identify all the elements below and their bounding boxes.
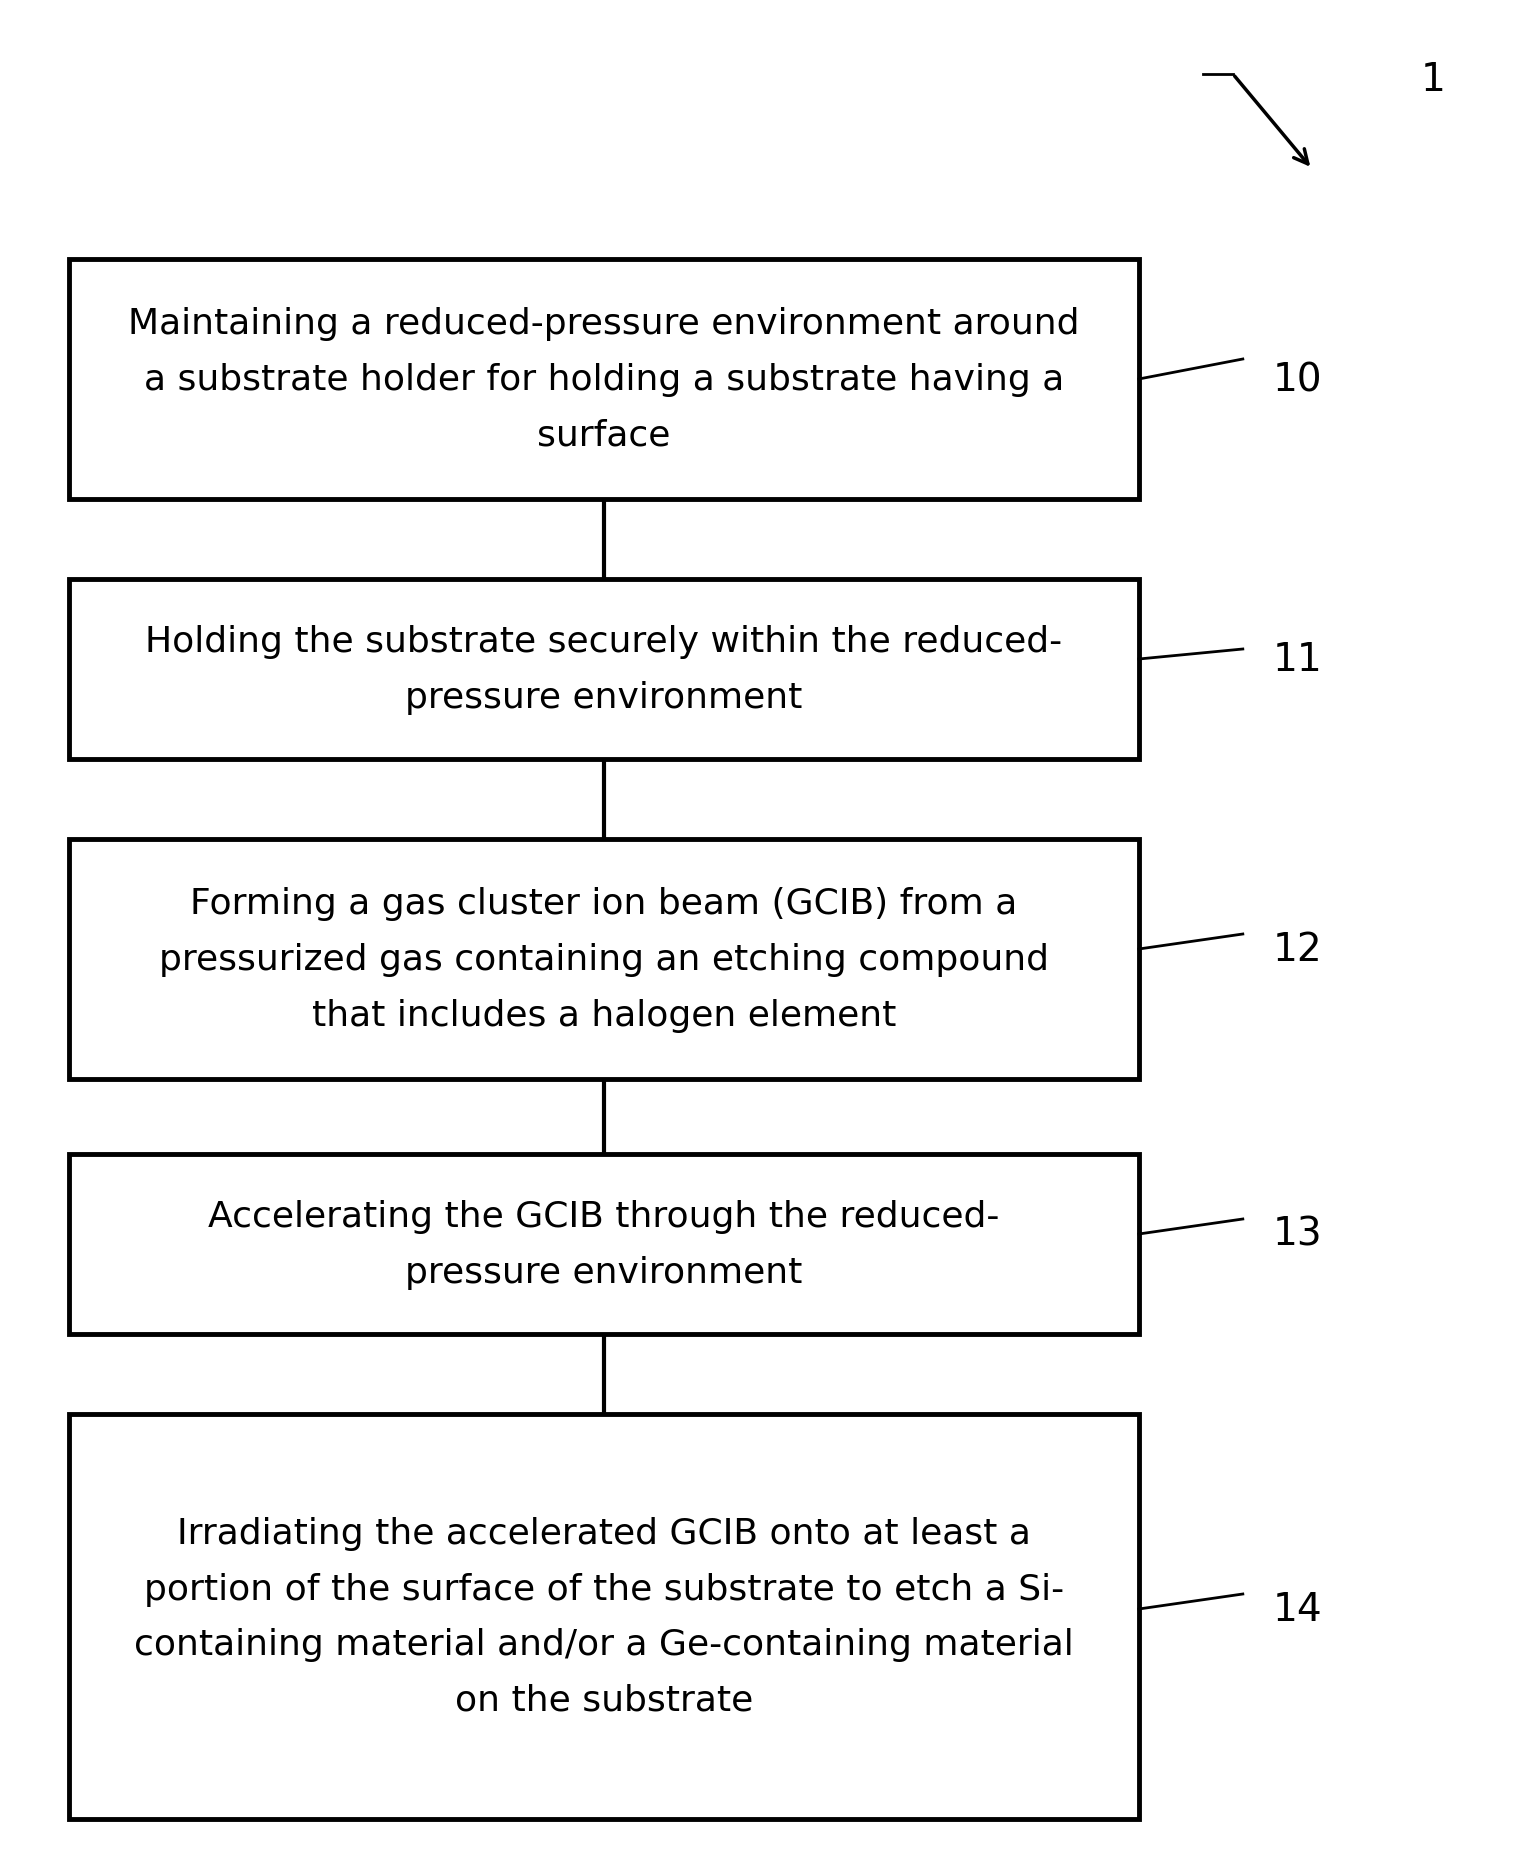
Bar (69, 1154, 1139, 1334)
Bar (69, 1414, 1139, 1819)
Text: Irradiating the accelerated GCIB onto at least a
portion of the surface of the s: Irradiating the accelerated GCIB onto at… (134, 1517, 1074, 1718)
Text: Accelerating the GCIB through the reduced-
pressure environment: Accelerating the GCIB through the reduce… (209, 1199, 999, 1289)
Bar (69, 260, 1139, 500)
Text: 1: 1 (1421, 62, 1446, 99)
Text: 14: 14 (1273, 1590, 1322, 1628)
Text: 11: 11 (1273, 641, 1322, 678)
Text: Forming a gas cluster ion beam (GCIB) from a
pressurized gas containing an etchi: Forming a gas cluster ion beam (GCIB) fr… (160, 888, 1048, 1032)
Text: Holding the substrate securely within the reduced-
pressure environment: Holding the substrate securely within th… (146, 626, 1062, 714)
Text: 10: 10 (1273, 361, 1322, 399)
Text: 12: 12 (1273, 931, 1322, 968)
Text: Maintaining a reduced-pressure environment around
a substrate holder for holding: Maintaining a reduced-pressure environme… (129, 307, 1079, 453)
Bar (69, 579, 1139, 760)
Text: 13: 13 (1273, 1216, 1322, 1253)
Bar (69, 839, 1139, 1079)
